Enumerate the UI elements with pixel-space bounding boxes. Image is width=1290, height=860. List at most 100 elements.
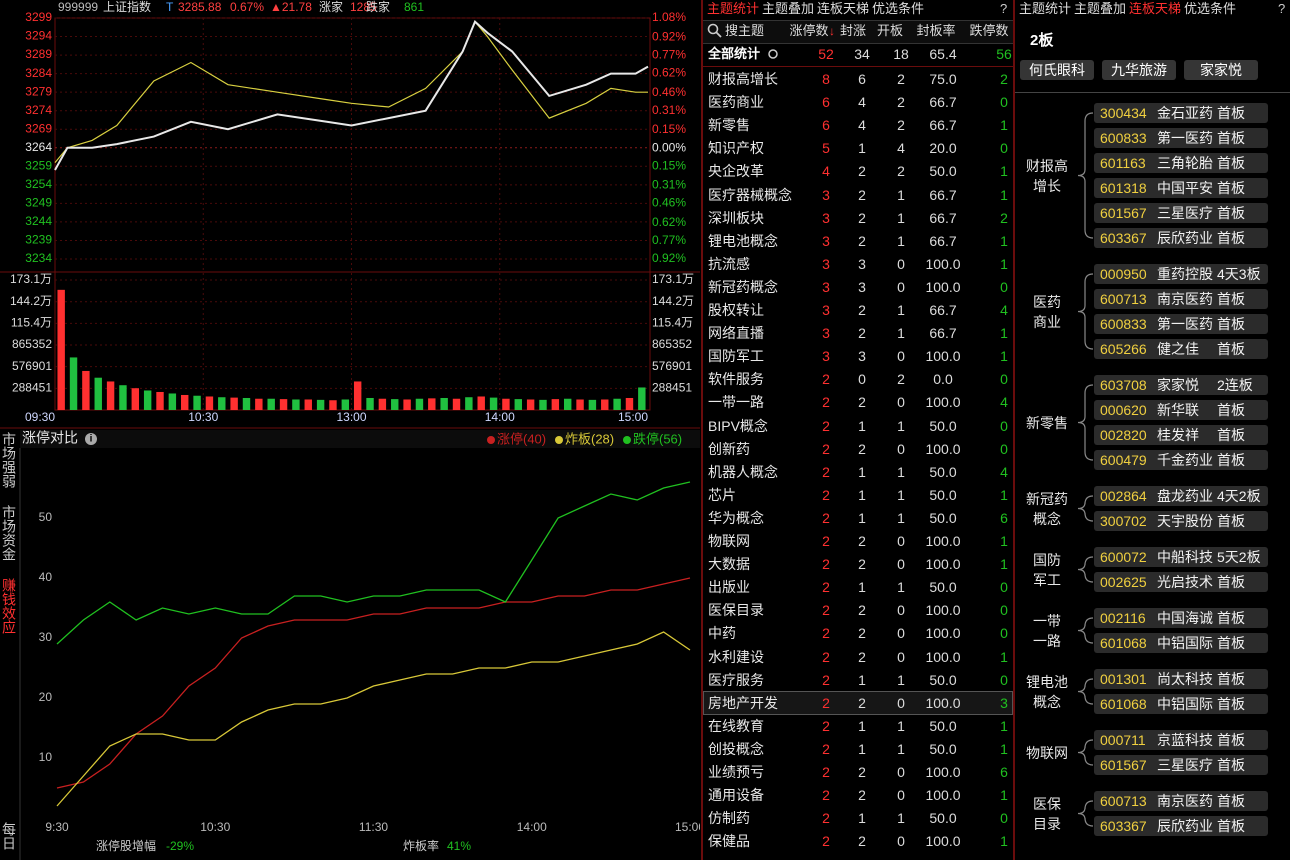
stock-chip[interactable] xyxy=(1094,128,1268,148)
stock-chip[interactable] xyxy=(1094,425,1268,445)
column-header[interactable]: 开板 xyxy=(876,23,903,38)
row-name[interactable]: 中药 xyxy=(708,625,736,642)
stock-chip[interactable] xyxy=(1094,633,1268,653)
side-tab[interactable]: 每日 xyxy=(1,822,17,850)
row-name[interactable]: 央企改革 xyxy=(708,163,764,180)
stock-chip[interactable] xyxy=(1094,791,1268,811)
stock-chip[interactable] xyxy=(1094,400,1268,420)
tab[interactable]: 优选条件 xyxy=(872,1,925,16)
row-name[interactable]: 大数据 xyxy=(708,556,750,573)
row-name[interactable]: 医保目录 xyxy=(708,602,764,619)
stock-button[interactable]: 九华旅游 xyxy=(1102,60,1176,80)
stock-chip[interactable] xyxy=(1094,375,1268,395)
row-cell: 2 xyxy=(822,717,830,734)
row-name[interactable]: 医药商业 xyxy=(708,94,764,111)
stock-name: 天宇股份 xyxy=(1157,513,1213,529)
help-button[interactable]: ? xyxy=(1278,1,1286,16)
stock-chip[interactable] xyxy=(1094,339,1268,359)
row-name[interactable]: 业绩预亏 xyxy=(708,764,764,780)
stock-tag: 首板 xyxy=(1217,316,1245,332)
column-header[interactable]: 涨停数 xyxy=(789,23,829,38)
stock-chip[interactable] xyxy=(1094,314,1268,334)
stock-chip[interactable] xyxy=(1094,694,1268,714)
tab[interactable]: 主题统计 xyxy=(1019,1,1072,16)
stock-chip[interactable] xyxy=(1094,755,1268,775)
row-name[interactable]: 新零售 xyxy=(708,117,750,134)
row-cell: 2 xyxy=(858,648,866,665)
stock-chip[interactable] xyxy=(1094,103,1268,123)
row-name[interactable]: 创投概念 xyxy=(708,740,764,757)
row-name[interactable]: 仿制药 xyxy=(708,810,750,827)
row-cell: 0 xyxy=(897,648,905,665)
row-name[interactable]: 水利建设 xyxy=(708,648,764,665)
stock-chip[interactable] xyxy=(1094,178,1268,198)
row-cell: 2 xyxy=(858,764,866,780)
row-name[interactable]: 华为概念 xyxy=(708,509,764,526)
stock-chip[interactable] xyxy=(1094,511,1268,531)
row-name[interactable]: 房地产开发 xyxy=(708,694,778,711)
row-name[interactable]: 一带一路 xyxy=(708,394,764,411)
row-name[interactable]: 创新药 xyxy=(708,440,750,457)
x-tick-label: 09:30 xyxy=(25,410,55,424)
stock-chip[interactable] xyxy=(1094,486,1268,506)
y2-tick-label: 115.4万 xyxy=(652,316,693,330)
column-header[interactable]: 封涨 xyxy=(839,23,866,38)
info-icon[interactable] xyxy=(85,433,97,445)
column-header[interactable]: 跌停数 xyxy=(969,23,1009,38)
row-name[interactable]: BIPV概念 xyxy=(708,417,768,434)
stock-chip[interactable] xyxy=(1094,816,1268,836)
x-tick-label: 11:30 xyxy=(359,820,388,834)
divider xyxy=(701,0,703,860)
tab[interactable]: 主题统计 xyxy=(707,1,760,16)
tab[interactable]: 主题叠加 xyxy=(1074,1,1127,16)
stock-chip[interactable] xyxy=(1094,608,1268,628)
tab[interactable]: 连板天梯 xyxy=(1129,1,1182,16)
row-name[interactable]: 通用设备 xyxy=(708,787,764,804)
column-header[interactable]: 搜主题 xyxy=(725,23,765,38)
row-name[interactable]: 医疗服务 xyxy=(708,671,764,688)
stock-button[interactable]: 家家悦 xyxy=(1184,60,1258,80)
row-name[interactable]: 芯片 xyxy=(708,486,736,503)
side-tab[interactable]: 市场强弱 xyxy=(1,432,17,488)
row-name[interactable]: 抗流感 xyxy=(708,255,750,272)
column-header[interactable]: 封板率 xyxy=(916,23,956,38)
stock-chip[interactable] xyxy=(1094,730,1268,750)
stock-code: 600713 xyxy=(1100,793,1147,809)
row-name[interactable]: 物联网 xyxy=(708,533,750,549)
stock-chip[interactable] xyxy=(1094,547,1268,567)
stock-chip[interactable] xyxy=(1094,669,1268,689)
side-tab[interactable]: 市场资金 xyxy=(1,505,17,561)
row-name[interactable]: 财报高增长 xyxy=(708,71,778,87)
help-button[interactable]: ? xyxy=(1000,1,1008,16)
stock-chip[interactable] xyxy=(1094,153,1268,173)
row-name[interactable]: 知识产权 xyxy=(708,140,764,157)
row-name[interactable]: 保健品 xyxy=(708,833,750,850)
y2-tick-label: 865352 xyxy=(652,337,692,351)
row-name[interactable]: 股权转让 xyxy=(708,302,764,318)
row-name[interactable]: 机器人概念 xyxy=(708,463,778,480)
stock-chip[interactable] xyxy=(1094,572,1268,592)
stock-button[interactable]: 何氏眼科 xyxy=(1020,60,1094,80)
stock-tag: 首板 xyxy=(1217,574,1245,590)
row-name[interactable]: 国防军工 xyxy=(708,348,764,365)
row-cell: 1 xyxy=(858,486,866,503)
side-tab[interactable]: 赚钱效应 xyxy=(1,578,17,634)
tab[interactable]: 主题叠加 xyxy=(762,1,815,16)
stock-chip[interactable] xyxy=(1094,203,1268,223)
stock-chip[interactable] xyxy=(1094,264,1268,284)
search-icon[interactable] xyxy=(707,23,723,39)
settings-icon[interactable] xyxy=(767,48,779,60)
row-name[interactable]: 在线教育 xyxy=(708,717,764,734)
row-name[interactable]: 出版业 xyxy=(708,579,750,596)
row-name[interactable]: 医疗器械概念 xyxy=(708,186,792,203)
row-name[interactable]: 软件服务 xyxy=(708,371,764,388)
row-name[interactable]: 新冠药概念 xyxy=(708,278,778,295)
row-name[interactable]: 锂电池概念 xyxy=(708,232,778,249)
tab[interactable]: 连板天梯 xyxy=(817,1,870,16)
stock-chip[interactable] xyxy=(1094,228,1268,248)
row-name[interactable]: 深圳板块 xyxy=(708,209,764,226)
stock-chip[interactable] xyxy=(1094,450,1268,470)
stock-chip[interactable] xyxy=(1094,289,1268,309)
tab[interactable]: 优选条件 xyxy=(1184,1,1237,16)
row-name[interactable]: 网络直播 xyxy=(708,325,764,342)
